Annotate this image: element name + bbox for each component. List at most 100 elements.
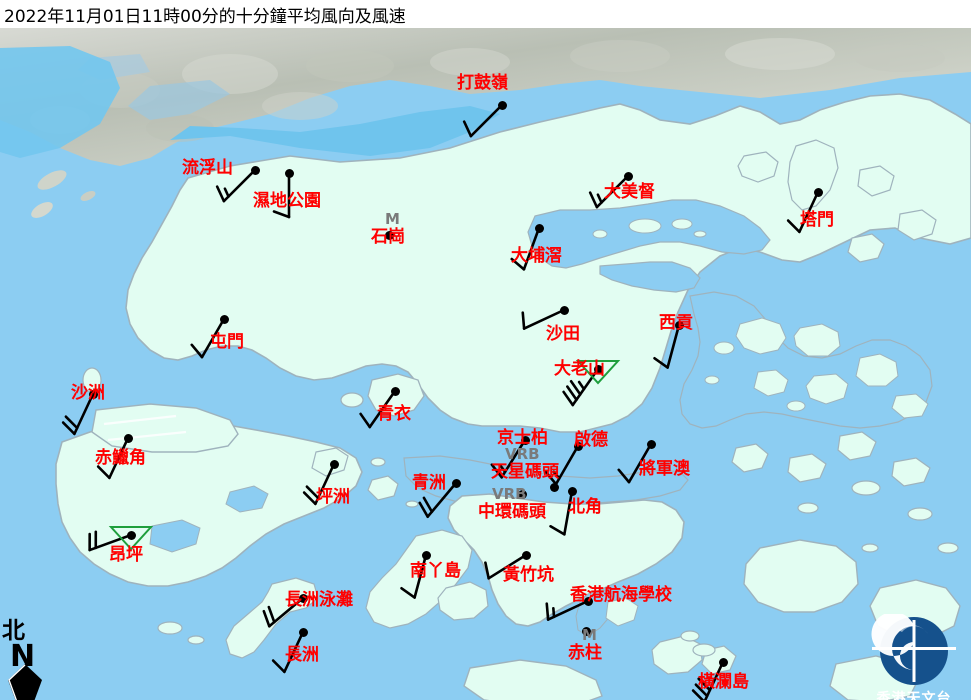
station-dot xyxy=(298,627,308,637)
wind-barb-icon xyxy=(271,630,305,674)
compass-needle-icon xyxy=(8,664,42,700)
station-dot xyxy=(329,459,339,469)
station-dot xyxy=(573,441,583,451)
station-dot xyxy=(534,223,544,233)
hko-name-cn: 香港天文台 xyxy=(876,691,952,700)
wind-barb-icon xyxy=(549,489,574,536)
wind-barb-icon xyxy=(400,553,428,599)
map-geography xyxy=(0,28,971,700)
station-dot xyxy=(567,486,577,496)
station-dot xyxy=(583,596,593,606)
wind-barb-icon xyxy=(484,553,528,580)
tolo-harbour xyxy=(527,199,771,293)
station-name-label: 香港航海學校 xyxy=(570,585,672,605)
station-name-label: 塔門 xyxy=(800,210,834,230)
wind-barb-icon xyxy=(544,444,580,486)
wind-barb-icon xyxy=(302,462,336,506)
station-name-label: 啟德 xyxy=(574,430,608,450)
wind-barb-icon xyxy=(88,530,133,552)
station-name-label: 西貢 xyxy=(659,313,693,333)
station-dot xyxy=(521,550,531,560)
wind-barb-icon xyxy=(418,481,458,519)
wind-barb-icon xyxy=(96,436,130,480)
station-name-label: 屯門 xyxy=(210,332,244,352)
station-name-label: 青衣 xyxy=(377,404,411,424)
station-dot xyxy=(718,657,728,667)
station-name-label: 濕地公園 xyxy=(253,191,321,211)
station-status-label: VRB xyxy=(492,485,527,503)
station-name-label: 長洲泳灘 xyxy=(285,590,353,610)
station-dot xyxy=(123,433,133,443)
station-name-label: 沙田 xyxy=(546,324,580,344)
station-dot xyxy=(126,530,136,540)
station-name-label: 京士柏 xyxy=(497,428,548,448)
station-name-label: 赤柱 xyxy=(568,643,602,663)
station-name-label: 天星碼頭 xyxy=(491,462,559,482)
station-name-label: 沙洲 xyxy=(71,383,105,403)
station-dot xyxy=(520,435,530,445)
wind-barb-icon xyxy=(490,438,527,479)
station-dot xyxy=(250,165,260,175)
wind-barb-icon xyxy=(190,317,226,359)
station-dot xyxy=(219,314,229,324)
wind-barb-icon xyxy=(617,442,653,484)
station-name-label: 北角 xyxy=(568,497,602,517)
wind-barb-icon xyxy=(462,103,504,138)
station-dot xyxy=(646,439,656,449)
station-dot xyxy=(559,305,569,315)
station-name-label: 大老山 xyxy=(554,359,605,379)
station-dot xyxy=(88,389,98,399)
station-dot xyxy=(298,593,308,603)
station-name-label: 將軍澳 xyxy=(639,459,690,479)
station-name-label: 昂坪 xyxy=(109,545,143,565)
wind-barb-icon xyxy=(262,596,305,628)
gust-triangle-icon xyxy=(575,360,621,385)
wind-barb-icon xyxy=(359,389,397,429)
wind-barb-icon xyxy=(653,323,681,369)
station-name-label: 橫瀾島 xyxy=(698,672,749,692)
station-dot xyxy=(593,364,603,374)
station-dot xyxy=(390,386,400,396)
station-name-label: 中環碼頭 xyxy=(478,502,546,522)
station-dot xyxy=(284,168,294,178)
station-dot xyxy=(623,171,633,181)
wind-barb-icon xyxy=(61,392,95,436)
station-dot xyxy=(497,100,507,110)
station-name-label: 赤鱲角 xyxy=(95,448,146,468)
lantau-island xyxy=(55,419,363,587)
station-name-label: 流浮山 xyxy=(182,158,233,178)
station-dot xyxy=(813,187,823,197)
station-dot xyxy=(674,320,684,330)
wind-barb-icon xyxy=(588,174,630,209)
station-dot xyxy=(421,550,431,560)
station-dot xyxy=(384,230,394,240)
compass-rose: 北 N xyxy=(2,620,62,700)
wind-barb-icon xyxy=(545,599,590,621)
station-name-label: 南丫島 xyxy=(410,561,461,581)
hko-logo: 香港天文台 HONG KONG OBSERVATORY xyxy=(858,612,970,700)
station-dot xyxy=(451,478,461,488)
station-name-label: 黃竹坑 xyxy=(503,565,554,585)
map-canvas[interactable]: 打鼓嶺 流浮山 濕地公園 石崗 M 大美督 大埔滘 塔門 屯門 沙田 西貢 大老山 沙洲 青衣 赤鱲角 京士柏… xyxy=(0,28,971,700)
station-name-label: 青洲 xyxy=(412,473,446,493)
wind-barb-icon xyxy=(786,190,820,234)
station-name-label: 大埔滘 xyxy=(511,246,562,266)
wind-barb-icon xyxy=(562,367,600,407)
wind-barb-icon xyxy=(521,308,566,330)
wind-barb-icon xyxy=(272,171,291,219)
page-title: 2022年11月01日11時00分的十分鐘平均風向及風速 xyxy=(4,7,406,27)
station-dot xyxy=(549,482,559,492)
station-dot xyxy=(581,626,591,636)
title-bar: 2022年11月01日11時00分的十分鐘平均風向及風速 xyxy=(0,0,971,28)
station-name-label: 坪洲 xyxy=(316,487,350,507)
station-name-label: 石崗 xyxy=(371,227,405,247)
wind-barb-icon xyxy=(510,226,541,271)
wind-barb-icon xyxy=(215,168,257,203)
station-name-label: 長洲 xyxy=(285,645,319,665)
compass-label-cn: 北 xyxy=(2,618,25,644)
station-status-label: M xyxy=(385,210,400,228)
mainland-terrain xyxy=(0,28,971,218)
station-name-label: 大美督 xyxy=(604,182,655,202)
station-name-label: 打鼓嶺 xyxy=(457,73,508,93)
station-status-label: M xyxy=(582,626,597,644)
